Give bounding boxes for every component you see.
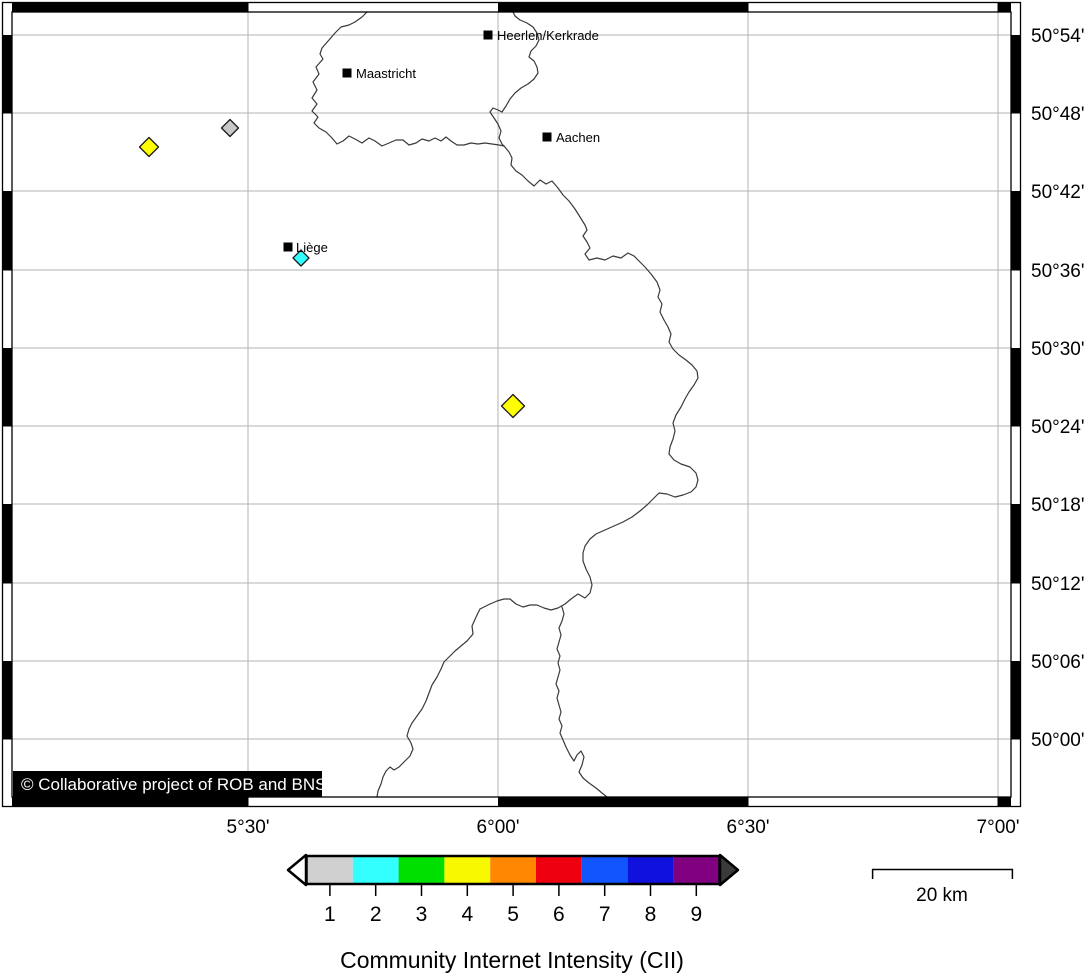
frame-segment [998, 797, 1011, 807]
frame-segment [1011, 35, 1021, 113]
gridlines [12, 12, 1011, 797]
border-branch-west [376, 608, 481, 798]
cities: Heerlen/Kerkrade Maastricht Aachen Liège [283, 28, 600, 255]
frame-segment [998, 2, 1011, 12]
lat-label: 50°24' [1031, 417, 1085, 438]
lat-label: 50°42' [1031, 182, 1085, 203]
cii-marker [220, 118, 240, 138]
city-label: Maastricht [356, 66, 416, 81]
cii-scale-label: 4 [461, 903, 473, 926]
city-square-icon [342, 68, 352, 78]
border-east-limburg [489, 11, 540, 147]
cii-scale-label: 9 [690, 903, 702, 926]
country-borders [311, 11, 699, 798]
copyright-text: © Collaborative project of ROB and BNS [21, 775, 326, 794]
frame-segment [2, 35, 12, 113]
cii-marker [500, 393, 526, 419]
frame-segment [12, 2, 248, 12]
frame-segment [1011, 191, 1021, 270]
colorbar-segment [444, 857, 491, 883]
lat-label: 50°48' [1031, 104, 1085, 125]
city-label: Liège [296, 240, 328, 255]
city-square-icon [542, 132, 552, 142]
frame-segment [498, 2, 748, 12]
colorbar-segment [352, 857, 399, 883]
cii-markers [138, 118, 526, 419]
copyright-box [13, 771, 322, 797]
cii-diamond [220, 118, 240, 138]
lon-axis-labels: 5°30' 6°00' 6°30' 7°00' [227, 817, 1020, 838]
colorbar-segment [673, 857, 719, 883]
colorbar-segment [627, 857, 674, 883]
city-square-icon [283, 242, 293, 252]
cii-scale-label: 1 [324, 903, 336, 926]
colorbar-segment [307, 857, 353, 883]
colorbar-ticks [329, 884, 698, 896]
colorbar-labels: 1 2 3 4 5 6 7 8 9 [324, 903, 702, 926]
copyright-badge: © Collaborative project of ROB and BNS [13, 771, 326, 797]
frame-segment [12, 797, 248, 807]
lat-label: 50°18' [1031, 495, 1085, 516]
lat-label: 50°00' [1031, 730, 1085, 751]
distance-scale: 20 km [871, 868, 1014, 906]
frame-segment [1011, 661, 1021, 739]
frame-dividers [2, 2, 1021, 807]
cii-scale-label: 6 [553, 903, 565, 926]
city-aachen: Aachen [542, 130, 600, 145]
cii-colorbar: 1 2 3 4 5 6 7 8 9 Community Internet Int… [286, 853, 740, 973]
lat-label: 50°12' [1031, 574, 1085, 595]
city-heerlen-kerkrade: Heerlen/Kerkrade [483, 28, 599, 43]
cii-scale-label: 8 [645, 903, 657, 926]
frame-segment [498, 797, 748, 807]
lon-label: 6°00' [477, 817, 520, 838]
cii-marker [292, 249, 310, 267]
cii-scale-label: 2 [370, 903, 382, 926]
colorbar-segment [581, 857, 628, 883]
frame-segment [1011, 348, 1021, 426]
frame-segment [1011, 504, 1021, 583]
city-maastricht: Maastricht [342, 66, 416, 81]
cii-marker [138, 136, 160, 158]
lon-label: 5°30' [227, 817, 270, 838]
frame-segment [2, 504, 12, 583]
frame-segment [2, 348, 12, 426]
city-liege: Liège [283, 240, 328, 255]
frame-segment [2, 661, 12, 739]
colorbar-segment [398, 857, 445, 883]
frame-inner [11, 11, 1012, 798]
map-frame [1, 1, 1022, 808]
lon-label: 6°30' [727, 817, 770, 838]
lat-axis-labels: 50°54' 50°48' 50°42' 50°36' 50°30' 50°24… [1031, 26, 1085, 751]
border-west-limburg [311, 11, 505, 147]
border-branch-middle [555, 606, 608, 798]
colorbar-segment [490, 857, 536, 883]
colorbar-arrow-right [718, 853, 740, 887]
frame-outer [1, 1, 1022, 808]
colorbar-segment [536, 857, 582, 883]
lat-label: 50°06' [1031, 652, 1085, 673]
lat-label: 50°36' [1031, 261, 1085, 282]
city-label: Heerlen/Kerkrade [497, 28, 599, 43]
scale-label: 20 km [916, 885, 968, 906]
city-square-icon [483, 30, 493, 40]
border-main-south [479, 145, 699, 611]
cii-diamond [292, 249, 310, 267]
cii-diamond [500, 393, 526, 419]
colorbar-arrow-left [286, 853, 308, 887]
lon-label: 7°00' [977, 817, 1020, 838]
city-label: Aachen [556, 130, 600, 145]
cii-scale-label: 5 [507, 903, 519, 926]
cii-scale-label: 7 [599, 903, 611, 926]
lat-label: 50°54' [1031, 26, 1085, 47]
cii-scale-label: 3 [416, 903, 428, 926]
legend-title: Community Internet Intensity (CII) [340, 947, 684, 973]
frame-segment [2, 191, 12, 270]
cii-diamond [138, 136, 160, 158]
lat-label: 50°30' [1031, 339, 1085, 360]
